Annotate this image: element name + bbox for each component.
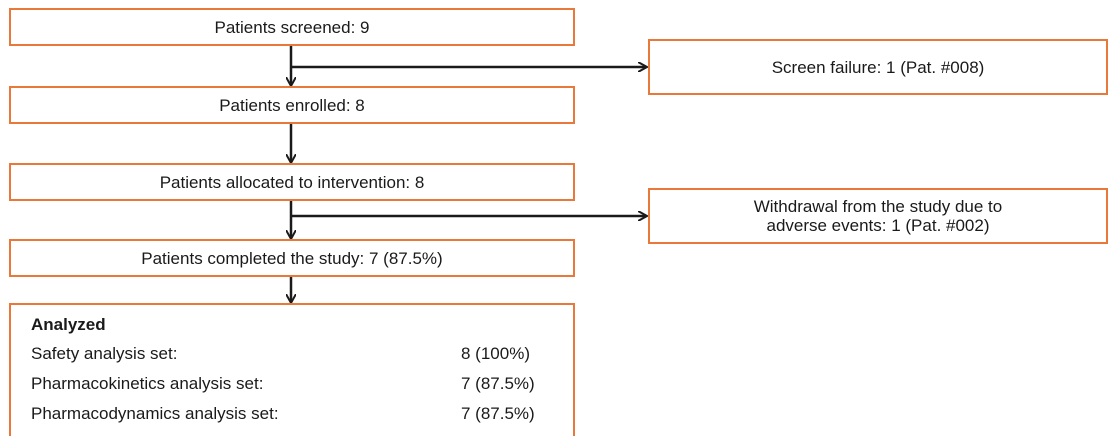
analyzed-row-label: Safety analysis set: <box>31 344 178 363</box>
analyzed-row-value: 7 (87.5%) <box>461 374 535 393</box>
label-patients-allocated: Patients allocated to intervention: 8 <box>159 172 425 192</box>
analyzed-row-pharmacodynamics: Pharmacodynamics analysis set: 7 (87.5%) <box>31 403 561 425</box>
label-withdrawal-line2: adverse events: 1 (Pat. #002) <box>766 216 990 235</box>
analyzed-row-value: 7 (87.5%) <box>461 404 535 423</box>
analyzed-row-label: Pharmacokinetics analysis set: <box>31 374 264 393</box>
analyzed-row-value: 8 (100%) <box>461 344 530 363</box>
analyzed-row-safety: Safety analysis set: 8 (100%) <box>31 343 561 365</box>
box-patients-allocated: Patients allocated to intervention: 8 <box>9 163 575 201</box>
box-patients-screened: Patients screened: 9 <box>9 8 575 46</box>
label-patients-completed: Patients completed the study: 7 (87.5%) <box>141 248 443 268</box>
box-screen-failure: Screen failure: 1 (Pat. #008) <box>648 39 1108 95</box>
box-patients-enrolled: Patients enrolled: 8 <box>9 86 575 124</box>
analyzed-row-pharmacokinetics: Pharmacokinetics analysis set: 7 (87.5%) <box>31 373 561 395</box>
box-analyzed: Analyzed Safety analysis set: 8 (100%) P… <box>9 303 575 436</box>
label-withdrawal-line1: Withdrawal from the study due to <box>753 197 1003 216</box>
label-patients-enrolled: Patients enrolled: 8 <box>219 95 365 115</box>
analyzed-row-label: Pharmacodynamics analysis set: <box>31 404 279 423</box>
box-patients-completed: Patients completed the study: 7 (87.5%) <box>9 239 575 277</box>
label-screen-failure: Screen failure: 1 (Pat. #008) <box>771 57 985 77</box>
analyzed-title: Analyzed <box>31 315 106 334</box>
box-withdrawal: Withdrawal from the study due to adverse… <box>648 188 1108 244</box>
label-patients-screened: Patients screened: 9 <box>214 17 370 37</box>
